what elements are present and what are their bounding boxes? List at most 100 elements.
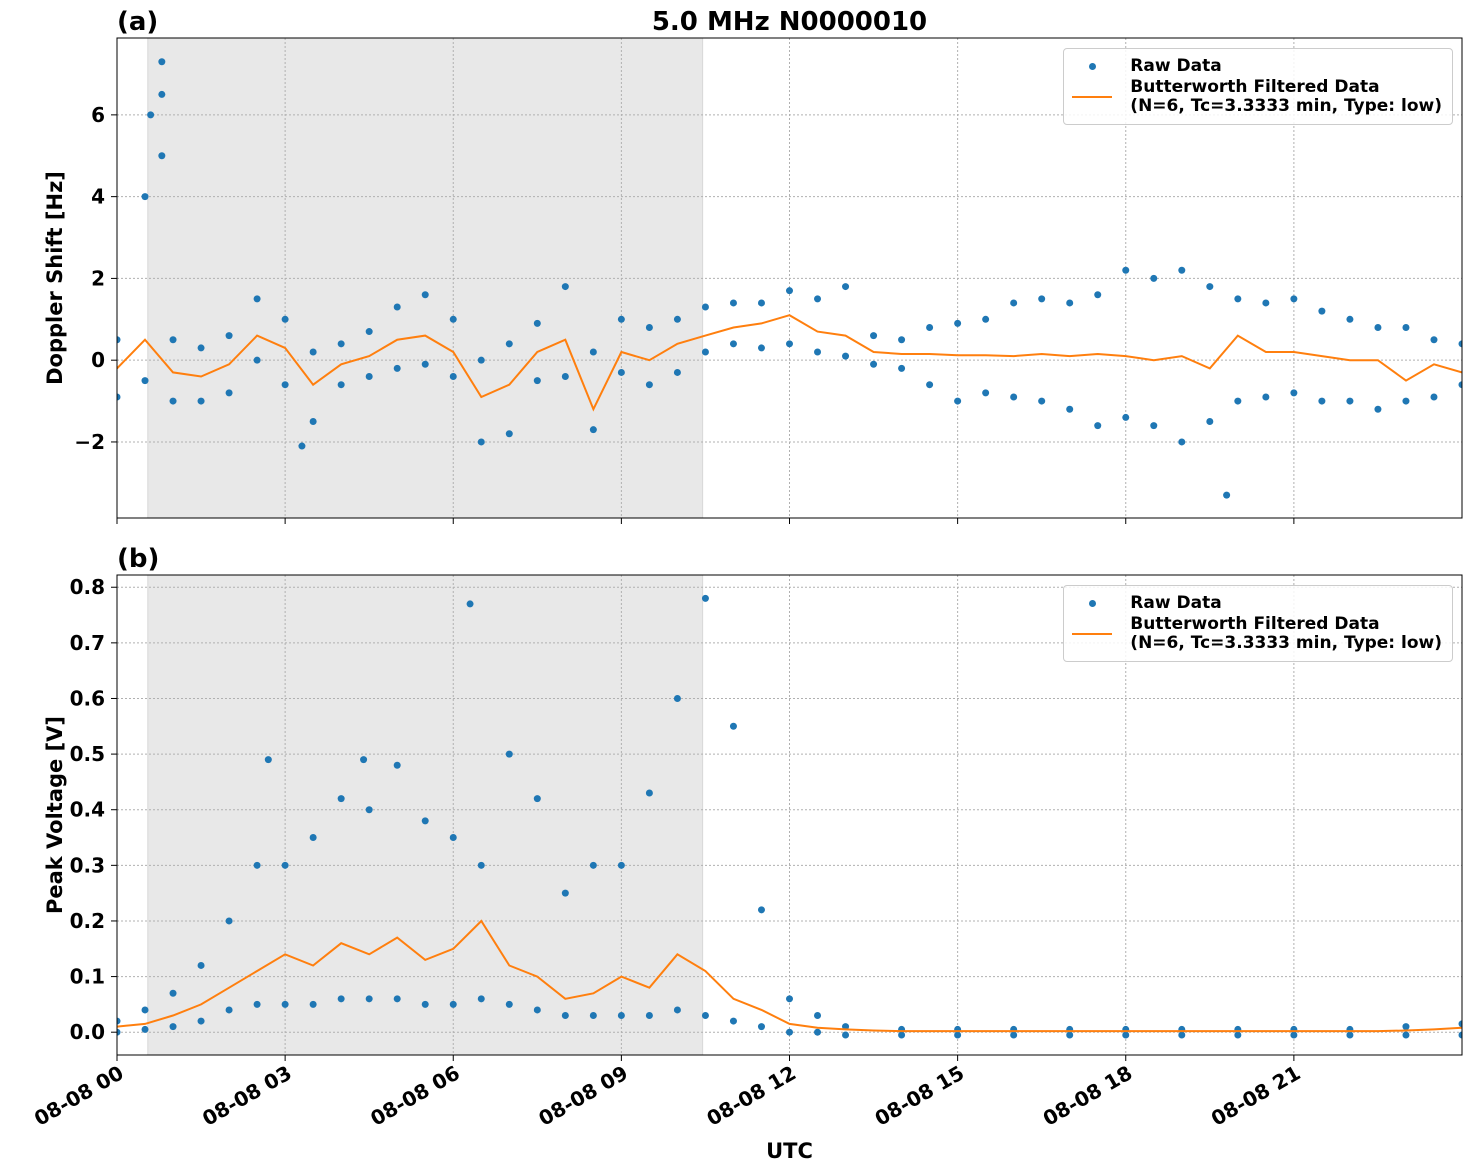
shaded-span	[147, 574, 704, 1056]
y-tick-label: 0.0	[70, 1020, 105, 1044]
raw-point	[757, 299, 765, 307]
raw-point	[982, 315, 990, 323]
raw-point	[225, 389, 233, 397]
raw-point	[842, 283, 850, 291]
raw-point	[645, 323, 653, 331]
raw-point	[701, 1012, 709, 1020]
raw-point	[1234, 295, 1242, 303]
raw-point	[617, 1012, 625, 1020]
raw-point	[701, 594, 709, 602]
raw-point	[926, 381, 934, 389]
raw-point	[926, 323, 934, 331]
raw-point	[1402, 1031, 1410, 1039]
raw-point	[533, 795, 541, 803]
raw-point	[169, 336, 177, 344]
raw-point	[477, 995, 485, 1003]
plot-area	[117, 58, 1462, 499]
raw-point	[1458, 1020, 1462, 1028]
raw-point	[561, 1012, 569, 1020]
raw-point	[158, 58, 166, 66]
legend: Raw Data Butterworth Filtered Data (N=6, …	[1063, 48, 1453, 125]
raw-point	[729, 340, 737, 348]
raw-point	[281, 1000, 289, 1008]
x-tick-label: 08-08 21	[1207, 1061, 1305, 1131]
raw-point	[449, 834, 457, 842]
raw-point	[365, 995, 373, 1003]
raw-point	[1094, 422, 1102, 430]
raw-point	[1206, 283, 1214, 291]
raw-point	[701, 348, 709, 356]
raw-point	[141, 193, 149, 201]
legend-symbol	[1072, 615, 1113, 635]
raw-point	[360, 756, 368, 764]
raw-point	[786, 995, 793, 1003]
raw-point	[870, 360, 878, 368]
raw-point	[1223, 491, 1231, 499]
raw-point	[982, 389, 990, 397]
chart-title: 5.0 MHz N0000010	[652, 7, 927, 37]
raw-point	[117, 336, 121, 344]
raw-point	[786, 1028, 793, 1036]
raw-point	[1234, 1031, 1242, 1039]
legend-label: Raw Data	[1130, 593, 1222, 613]
legend-label: Butterworth Filtered Data (N=6, Tc=3.333…	[1130, 614, 1442, 653]
raw-point	[645, 789, 653, 797]
raw-point	[449, 1000, 457, 1008]
panel-label: (b)	[117, 544, 159, 574]
raw-point	[281, 315, 289, 323]
raw-point	[757, 1023, 765, 1031]
raw-point	[449, 373, 457, 381]
legend-entry: Raw Data	[1072, 594, 1442, 613]
raw-point	[337, 995, 345, 1003]
raw-point	[1262, 299, 1270, 307]
raw-point	[158, 90, 166, 98]
raw-point	[1150, 422, 1158, 430]
raw-point	[757, 344, 765, 352]
y-tick-label: 0.6	[70, 686, 105, 710]
raw-point	[1374, 323, 1382, 331]
plot-area	[117, 594, 1462, 1039]
axes-frame	[116, 37, 1463, 519]
raw-point	[533, 1006, 541, 1014]
raw-point	[225, 1006, 233, 1014]
raw-point	[309, 418, 317, 426]
raw-point	[421, 817, 429, 825]
raw-point	[1122, 413, 1130, 421]
raw-point	[617, 368, 625, 376]
raw-point	[1458, 381, 1462, 389]
raw-point	[814, 1028, 822, 1036]
legend-entry: Butterworth Filtered Data (N=6, Tc=3.333…	[1072, 78, 1442, 116]
raw-point	[814, 1012, 822, 1020]
y-tick-label: 4	[91, 185, 105, 209]
raw-point	[158, 152, 166, 160]
raw-point	[1346, 1031, 1354, 1039]
raw-point	[729, 722, 737, 730]
raw-point	[589, 426, 597, 434]
y-tick-label: 2	[91, 266, 105, 290]
raw-point	[1010, 299, 1018, 307]
raw-point	[842, 1031, 850, 1039]
y-tick-label: 0.1	[70, 965, 105, 989]
raw-point	[561, 283, 569, 291]
raw-point	[449, 315, 457, 323]
raw-point	[954, 319, 962, 327]
raw-point	[1290, 389, 1298, 397]
raw-point	[117, 393, 121, 401]
raw-point	[1066, 299, 1074, 307]
raw-point	[225, 332, 233, 340]
raw-point	[757, 906, 765, 914]
raw-point	[117, 1028, 121, 1036]
raw-point	[253, 356, 261, 364]
y-axis-label: Doppler Shift [Hz]	[43, 171, 67, 385]
raw-point	[141, 377, 149, 385]
raw-point	[197, 961, 205, 969]
raw-point	[1178, 266, 1186, 274]
raw-point	[617, 861, 625, 869]
raw-point	[393, 761, 401, 769]
raw-point	[264, 756, 272, 764]
raw-point	[505, 1000, 513, 1008]
raw-point	[505, 340, 513, 348]
raw-point	[1178, 1031, 1186, 1039]
axes-frame	[116, 574, 1463, 1056]
